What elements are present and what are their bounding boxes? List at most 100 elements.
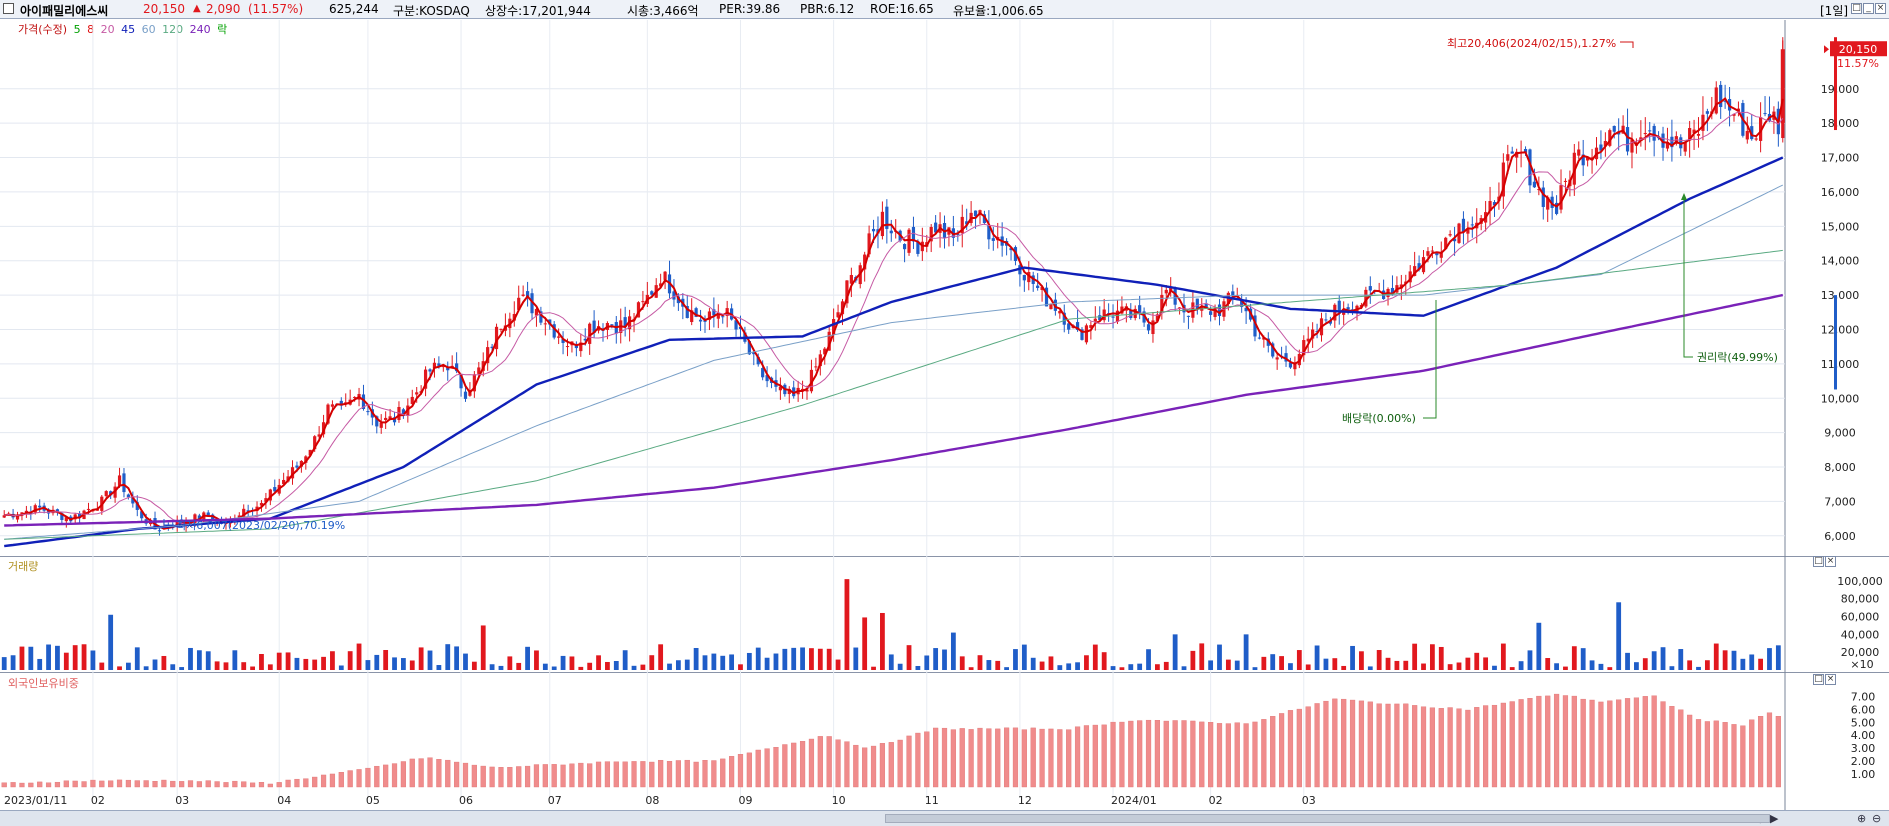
volume-bar — [897, 663, 903, 670]
zoom-out-icon[interactable]: ⊖ — [1872, 812, 1882, 825]
foreign-bar — [870, 745, 877, 788]
legend-ma20[interactable]: 20 — [100, 23, 115, 36]
candle-body — [20, 512, 24, 516]
volume-bar — [10, 655, 16, 670]
candle-body — [1084, 325, 1089, 343]
foreign-panel-close-button[interactable]: × — [1825, 674, 1836, 685]
candle-body — [1732, 113, 1736, 116]
volume-bar — [1492, 665, 1497, 670]
panel-divider-volume[interactable] — [0, 556, 1889, 557]
volume-bar — [108, 614, 114, 670]
volume-bar — [241, 662, 247, 670]
candle-body — [1439, 253, 1443, 258]
foreign-bar — [462, 762, 469, 788]
volume-bar — [445, 644, 451, 670]
candle-body — [1324, 319, 1328, 321]
foreign-bar — [1580, 698, 1586, 788]
foreign-bar — [666, 761, 673, 788]
legend-price[interactable]: 가격(수정) — [18, 23, 68, 36]
time-scrollbar[interactable] — [885, 814, 1770, 823]
foreign-bar — [232, 780, 238, 788]
foreign-bar — [1252, 721, 1258, 788]
panel-divider-foreign[interactable] — [0, 672, 1889, 673]
legend-ma60[interactable]: 60 — [141, 23, 156, 36]
foreign-bar — [1509, 701, 1515, 788]
foreign-bar — [1589, 699, 1595, 788]
legend-ma45[interactable]: 45 — [121, 23, 136, 36]
candle-body — [463, 391, 468, 399]
candle-body — [1630, 140, 1634, 153]
foreign-bar — [312, 776, 318, 788]
scroll-right-icon[interactable]: ▶ — [1770, 812, 1779, 825]
candle-body — [1652, 125, 1656, 141]
candle-body — [694, 308, 698, 317]
volume-bar — [250, 666, 255, 670]
foreign-bar — [1429, 707, 1435, 788]
roe-value: ROE:16.65 — [870, 2, 934, 16]
foreign-bar — [1633, 697, 1640, 788]
minimize-button[interactable]: _ — [1863, 3, 1874, 14]
volume-bar — [471, 661, 477, 670]
period-selector[interactable]: [1일] — [1820, 4, 1849, 18]
volume-panel-close-button[interactable]: × — [1825, 556, 1836, 567]
candle-body — [1413, 266, 1417, 276]
price-tick-label: 19,000 — [1821, 83, 1860, 96]
candle-body — [636, 302, 641, 318]
volume-bar — [764, 657, 770, 670]
candle-body — [712, 309, 716, 316]
foreign-bar — [524, 765, 531, 788]
close-button[interactable]: × — [1875, 3, 1886, 14]
candle-body — [690, 310, 694, 323]
volume-bar — [1296, 650, 1302, 670]
volume-bar — [1554, 663, 1559, 670]
legend-ma8[interactable]: 8 — [87, 23, 95, 36]
volume-bar — [161, 655, 167, 670]
volume-tick-label: 60,000 — [1841, 611, 1880, 624]
foreign-bar — [853, 744, 859, 788]
foreign-bar — [427, 757, 433, 788]
volume-bar — [1500, 643, 1506, 670]
maximize-button[interactable]: □ — [1851, 3, 1862, 14]
legend-rak[interactable]: 락 — [217, 23, 228, 36]
select-checkbox[interactable] — [3, 3, 14, 14]
foreign-bar — [1669, 706, 1675, 788]
foreign-bar — [1270, 716, 1276, 788]
legend-ma120[interactable]: 120 — [162, 23, 184, 36]
volume-bar — [55, 645, 60, 670]
candle-body — [353, 396, 357, 398]
foreign-bar — [1323, 700, 1329, 788]
candle-body — [326, 404, 330, 424]
volume-bar — [1527, 650, 1533, 670]
volume-bar — [995, 660, 1001, 670]
foreign-bar — [968, 729, 974, 788]
x-tick-label: 2024/01 — [1111, 794, 1157, 807]
candle-body — [375, 416, 379, 427]
volume-bar — [37, 658, 43, 670]
foreign-bar — [675, 760, 681, 788]
candle-body — [1253, 315, 1257, 337]
volume-bar — [844, 579, 850, 670]
candle-body — [1102, 309, 1106, 321]
volume-bar — [63, 652, 69, 670]
foreign-bar — [267, 783, 273, 788]
candle-body — [1430, 250, 1434, 252]
candle-body — [1169, 286, 1173, 292]
volume-bar — [1243, 634, 1249, 670]
candle-body — [1466, 229, 1470, 234]
ma-line-45 — [4, 156, 1784, 548]
volume-panel-max-button[interactable]: □ — [1813, 556, 1824, 567]
volume-bar — [223, 662, 229, 670]
legend-ma5[interactable]: 5 — [73, 23, 81, 36]
foreign-panel-max-button[interactable]: □ — [1813, 674, 1824, 685]
foreign-bar — [1225, 723, 1231, 788]
price-change-percent: (11.57%) — [248, 2, 304, 16]
zoom-in-icon[interactable]: ⊕ — [1857, 812, 1867, 825]
candle-body — [778, 386, 782, 391]
legend-ma240[interactable]: 240 — [189, 23, 211, 36]
candle-body — [321, 422, 326, 435]
candle-body — [1138, 305, 1142, 314]
candle-body — [1093, 318, 1097, 322]
candle-body — [982, 214, 987, 224]
candle-body — [1311, 329, 1315, 339]
